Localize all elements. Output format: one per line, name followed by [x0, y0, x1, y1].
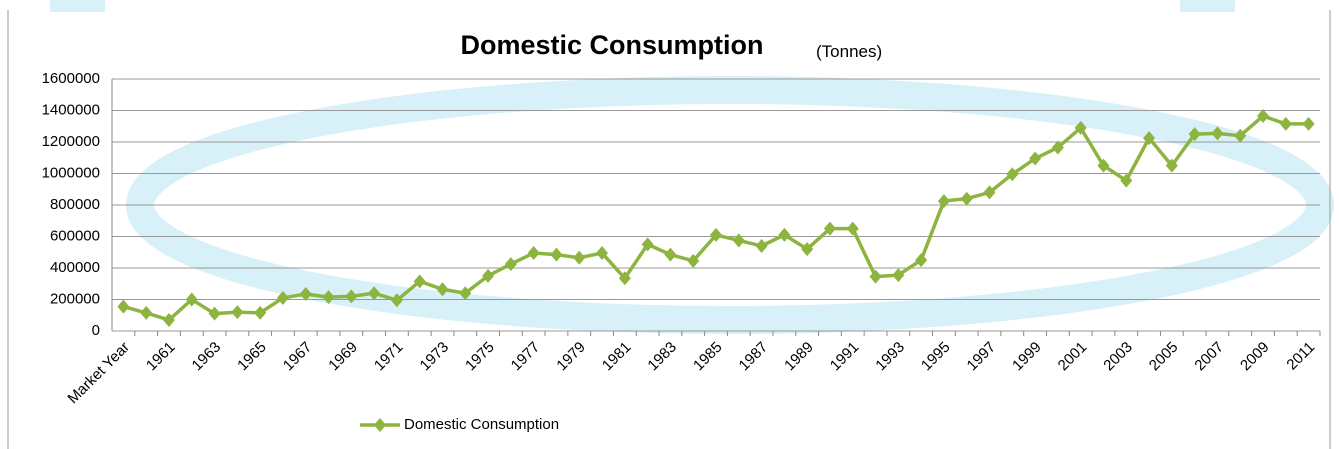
point-marker	[254, 306, 266, 320]
y-tick-label: 1200000	[42, 133, 100, 150]
x-tick-label: 2005	[1146, 339, 1182, 375]
x-tick-label: 1987	[736, 339, 772, 375]
y-tick-label: 1400000	[42, 101, 100, 118]
x-tick-label: 1969	[325, 339, 361, 375]
x-tick-label: 1991	[827, 339, 863, 375]
point-marker	[231, 305, 243, 319]
watermark	[50, 0, 105, 12]
x-tick-label: 1965	[234, 339, 270, 375]
point-marker	[1303, 117, 1315, 131]
point-marker	[550, 248, 562, 262]
point-marker	[117, 300, 129, 314]
point-marker	[756, 239, 768, 253]
x-tick-label: 2001	[1055, 339, 1091, 375]
point-marker	[733, 233, 745, 247]
x-tick-label: 1983	[644, 339, 680, 375]
x-tick-label: 2011	[1283, 339, 1318, 374]
x-tick-label: 1963	[189, 339, 225, 375]
x-tick-label: 1971	[371, 339, 407, 375]
x-tick-label: 1997	[964, 339, 1000, 375]
x-tick-label: 1981	[599, 339, 635, 375]
x-tick-label: 1979	[553, 339, 589, 375]
y-tick-label: 200000	[50, 290, 100, 307]
x-tick-label: 1995	[918, 339, 954, 375]
y-tick-label: 600000	[50, 227, 100, 244]
y-tick-label: 0	[92, 322, 100, 339]
point-marker	[528, 246, 540, 260]
point-marker	[664, 248, 676, 262]
point-marker	[938, 194, 950, 208]
x-tick-label: 1961	[143, 339, 179, 375]
legend-marker	[374, 418, 386, 432]
x-tick-label: Market Year	[64, 339, 133, 408]
page: {"chart_data": {"type": "line", "title":…	[0, 0, 1339, 449]
point-marker	[915, 253, 927, 267]
point-marker	[209, 307, 221, 321]
point-marker	[1280, 117, 1292, 131]
y-tick-label: 400000	[50, 259, 100, 276]
x-tick-label: 2007	[1191, 339, 1227, 375]
watermark	[1180, 0, 1235, 12]
chart: Domestic Consumption (Tonnes) 0 200000 400…	[0, 0, 1339, 449]
chart-title: Domestic Consumption	[460, 30, 763, 60]
chart-subtitle: (Tonnes)	[816, 42, 882, 61]
legend-label: Domestic Consumption	[404, 416, 559, 433]
point-marker	[573, 251, 585, 265]
point-marker	[140, 306, 152, 320]
x-tick-label: 1999	[1009, 339, 1045, 375]
x-tick-label: 1973	[417, 339, 453, 375]
point-marker	[892, 268, 904, 282]
point-marker	[505, 257, 517, 271]
x-tick-label: 1993	[872, 339, 908, 375]
x-tick-label: 1989	[781, 339, 817, 375]
x-tick-label: 1975	[462, 339, 498, 375]
point-marker	[961, 192, 973, 206]
x-tick-label: 1967	[280, 339, 316, 375]
x-tick-label: 2009	[1237, 339, 1273, 375]
x-tick-label: 1985	[690, 339, 726, 375]
y-tick-label: 800000	[50, 196, 100, 213]
y-tick-label: 1600000	[42, 70, 100, 87]
x-tick-label: 1977	[508, 339, 544, 375]
point-marker	[778, 228, 790, 242]
x-tick-label: 2003	[1100, 339, 1136, 375]
y-tick-label: 1000000	[42, 164, 100, 181]
